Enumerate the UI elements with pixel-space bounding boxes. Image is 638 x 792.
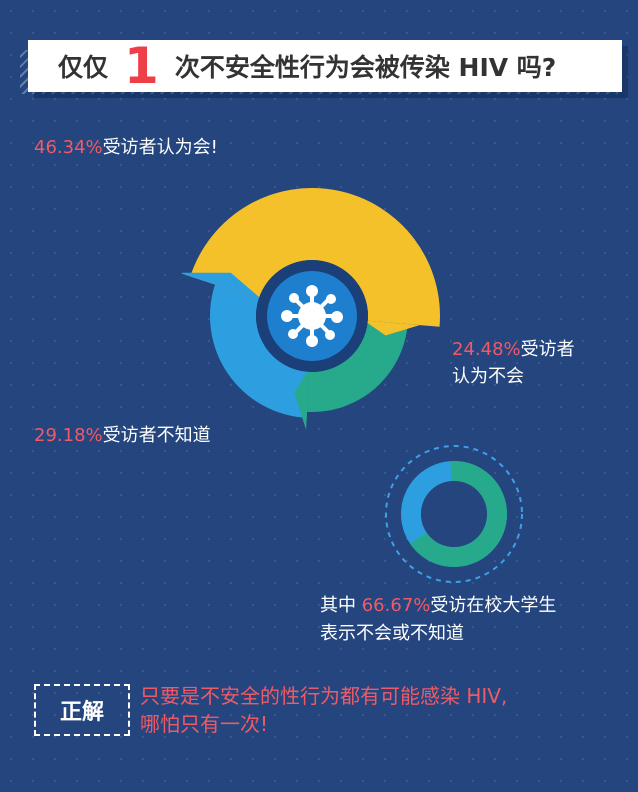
donut-dashed-outline (385, 445, 523, 583)
main-ring-chart (182, 188, 440, 430)
segment-unknown-arrow (294, 367, 310, 430)
answer-text: 只要是不安全的性行为都有可能感染 HIV, 哪怕只有一次! (140, 682, 507, 738)
answer-line-2: 哪怕只有一次! (140, 712, 269, 736)
answer-box: 正解 (34, 684, 130, 736)
label-unknown-text: 受访者不知道 (102, 425, 211, 446)
title-suffix: 次不安全性行为会被传染 HIV 吗? (174, 53, 557, 82)
student-donut-chart (385, 445, 523, 583)
label-students: 其中 66.67%受访在校大学生 表示不会或不知道 (320, 592, 556, 648)
title-banner: 仅仅 1 次不安全性行为会被传染 HIV 吗? (0, 14, 638, 104)
label-no: 24.48%受访者 认为不会 (452, 336, 575, 390)
label-yes-pct: 46.34% (34, 137, 103, 158)
title-prefix: 仅仅 (58, 53, 109, 82)
label-yes: 46.34%受访者认为会! (34, 134, 218, 161)
label-unknown-pct: 29.18% (34, 425, 103, 446)
segment-no (307, 320, 408, 412)
label-yes-text: 受访者认为会! (102, 137, 218, 158)
label-no-text-1: 受访者 (520, 339, 575, 360)
segment-students (410, 461, 507, 567)
virus-icon (281, 285, 343, 347)
segment-unknown (209, 284, 310, 418)
page-title: 仅仅 1 次不安全性行为会被传染 HIV 吗? (28, 40, 622, 92)
label-students-text-1: 受访在校大学生 (430, 595, 557, 616)
title-number: 1 (124, 37, 159, 95)
answer-line-1: 只要是不安全的性行为都有可能感染 HIV, (140, 684, 508, 708)
segment-no-arrow (363, 320, 420, 336)
label-no-text-2: 认为不会 (452, 366, 524, 387)
label-unknown: 29.18%受访者不知道 (34, 422, 211, 449)
answer-label: 正解 (59, 700, 104, 725)
label-students-text-2: 表示不会或不知道 (320, 623, 464, 644)
label-students-pct: 66.67% (361, 595, 431, 616)
donut-hole (421, 481, 487, 547)
segment-yes-arrow (182, 272, 263, 300)
label-students-prefix: 其中 (320, 595, 362, 616)
title-box: 仅仅 1 次不安全性行为会被传染 HIV 吗? (28, 40, 622, 92)
label-no-pct: 24.48% (452, 339, 521, 360)
